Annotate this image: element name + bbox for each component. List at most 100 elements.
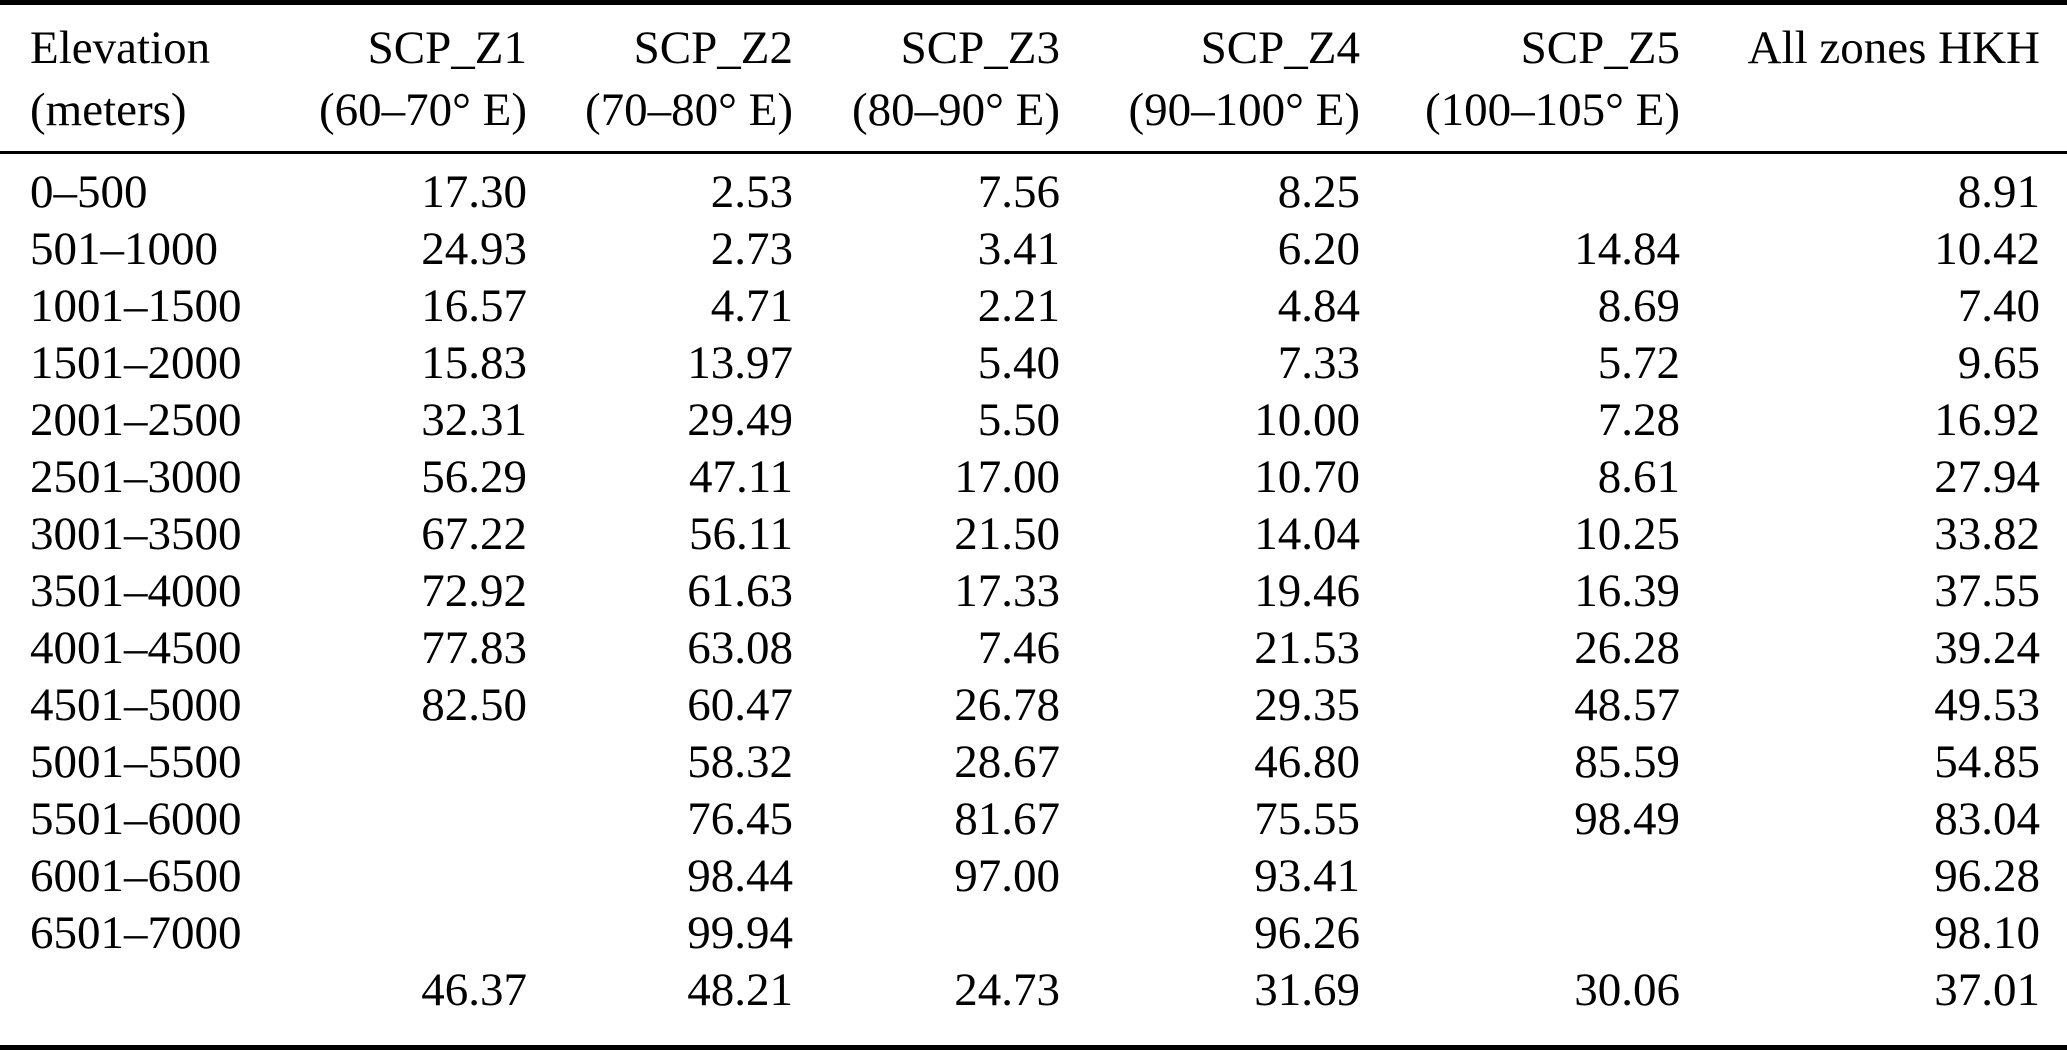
scp-value-cell: 33.82 xyxy=(1934,508,2040,560)
scp-value-cell: 7.40 xyxy=(1957,280,2040,332)
scp-value-cell: 67.22 xyxy=(421,508,527,560)
scp-value-cell xyxy=(806,905,1073,962)
column-header-line2: (90–100° E) xyxy=(1128,84,1360,136)
scp-value-cell: 47.11 xyxy=(688,451,793,503)
elevation-band-cell: 5001–5500 xyxy=(30,736,242,788)
scp-value-cell: 24.93 xyxy=(421,223,527,275)
scp-value-cell: 56.29 xyxy=(421,451,527,503)
scp-value-cell: 48.57 xyxy=(1574,679,1680,731)
scp-value-cell: 75.55 xyxy=(1254,793,1360,845)
scp-value-cell: 14.84 xyxy=(1574,223,1680,275)
elevation-band-cell: 3501–4000 xyxy=(30,565,242,617)
elevation-band-cell: 2001–2500 xyxy=(30,394,242,446)
elevation-band-cell: 3001–3500 xyxy=(30,508,242,560)
table-body: 0–500 17.30 2.53 7.56 8.25 8.91 501–1000 24.93 2… xyxy=(0,153,2067,1048)
scp-value-cell: 21.53 xyxy=(1254,622,1360,674)
column-header-scp-z4: SCP_Z4 (90–100° E) xyxy=(1073,2,1373,154)
scp-value-cell: 28.67 xyxy=(954,736,1060,788)
scp-value-cell: 8.61 xyxy=(1597,451,1680,503)
scp-value-cell: 5.40 xyxy=(977,337,1060,389)
scp-value-cell: 17.00 xyxy=(954,451,1060,503)
column-header-line1: SCP_Z5 xyxy=(1520,22,1680,74)
scp-value-cell: 15.83 xyxy=(421,337,527,389)
scp-value-cell: 48.21 xyxy=(687,964,793,1016)
scp-value-cell: 58.32 xyxy=(687,736,793,788)
scp-value-cell: 39.24 xyxy=(1934,622,2040,674)
table-row: 2501–3000 56.29 47.11 17.00 10.70 8.61 27.94 xyxy=(0,449,2067,506)
scp-value-cell: 46.80 xyxy=(1254,736,1360,788)
table-row: 1001–1500 16.57 4.71 2.21 4.84 8.69 7.40 xyxy=(0,278,2067,335)
scp-value-cell: 17.33 xyxy=(954,565,1060,617)
scp-value-cell xyxy=(1373,153,1693,222)
column-header-line1: SCP_Z1 xyxy=(367,22,527,74)
scp-value-cell: 8.91 xyxy=(1957,166,2040,218)
elevation-band-cell xyxy=(0,962,285,1048)
scp-value-cell: 77.83 xyxy=(421,622,527,674)
table-row: 4001–4500 77.83 63.08 7.46 21.53 26.28 39.24 xyxy=(0,620,2067,677)
summary-row: 46.37 48.21 24.73 31.69 30.06 37.01 xyxy=(0,962,2067,1048)
elevation-band-cell: 0–500 xyxy=(30,166,148,218)
scp-value-cell: 98.44 xyxy=(687,850,793,902)
table-row: 4501–5000 82.50 60.47 26.78 29.35 48.57 49.53 xyxy=(0,677,2067,734)
scp-value-cell: 98.49 xyxy=(1574,793,1680,845)
scp-value-cell: 26.28 xyxy=(1574,622,1680,674)
scp-value-cell: 7.33 xyxy=(1277,337,1360,389)
scp-value-cell: 10.70 xyxy=(1254,451,1360,503)
scp-value-cell: 83.04 xyxy=(1934,793,2040,845)
scp-value-cell: 56.11 xyxy=(688,508,793,560)
elevation-band-cell: 501–1000 xyxy=(30,223,218,275)
scp-value-cell: 82.50 xyxy=(421,679,527,731)
scp-value-cell: 96.26 xyxy=(1254,907,1360,959)
scp-value-cell: 10.25 xyxy=(1574,508,1680,560)
column-header-line2: (70–80° E) xyxy=(584,84,793,136)
scp-value-cell: 16.92 xyxy=(1934,394,2040,446)
scp-value-cell: 72.92 xyxy=(421,565,527,617)
scp-value-cell: 9.65 xyxy=(1957,337,2040,389)
table-row: 1501–2000 15.83 13.97 5.40 7.33 5.72 9.65 xyxy=(0,335,2067,392)
scp-value-cell: 85.59 xyxy=(1574,736,1680,788)
table-row: 0–500 17.30 2.53 7.56 8.25 8.91 xyxy=(0,153,2067,222)
column-header-line2: (60–70° E) xyxy=(318,84,527,136)
scp-value-cell: 19.46 xyxy=(1254,565,1360,617)
scp-value-cell: 6.20 xyxy=(1277,223,1360,275)
scp-value-cell: 2.53 xyxy=(710,166,793,218)
scp-value-cell: 32.31 xyxy=(421,394,527,446)
scp-value-cell: 63.08 xyxy=(687,622,793,674)
scp-value-cell: 8.25 xyxy=(1277,166,1360,218)
column-header-line2: (80–90° E) xyxy=(851,84,1060,136)
column-header-line1: SCP_Z2 xyxy=(633,22,793,74)
column-header-line1: SCP_Z3 xyxy=(900,22,1060,74)
scp-value-cell: 4.71 xyxy=(710,280,793,332)
column-header-elevation: Elevation (meters) xyxy=(0,2,285,154)
scp-value-cell: 7.46 xyxy=(977,622,1060,674)
scp-value-cell: 61.63 xyxy=(687,565,793,617)
elevation-band-cell: 6001–6500 xyxy=(30,850,242,902)
column-header-line2: (100–105° E) xyxy=(1424,84,1680,136)
scp-value-cell: 29.49 xyxy=(687,394,793,446)
scp-value-cell: 16.39 xyxy=(1574,565,1680,617)
scp-value-cell: 5.50 xyxy=(977,394,1060,446)
table-row: 5001–5500 58.32 28.67 46.80 85.59 54.85 xyxy=(0,734,2067,791)
column-header-scp-z5: SCP_Z5 (100–105° E) xyxy=(1373,2,1693,154)
scp-value-cell: 26.78 xyxy=(954,679,1060,731)
scp-value-cell: 37.55 xyxy=(1934,565,2040,617)
scp-value-cell: 29.35 xyxy=(1254,679,1360,731)
scp-value-cell: 10.00 xyxy=(1254,394,1360,446)
scp-value-cell xyxy=(285,791,540,848)
table-header: Elevation (meters) SCP_Z1 (60–70° E) SCP… xyxy=(0,2,2067,154)
scp-value-cell: 7.28 xyxy=(1597,394,1680,446)
scp-value-cell: 21.50 xyxy=(954,508,1060,560)
elevation-band-cell: 4001–4500 xyxy=(30,622,242,674)
scp-value-cell: 76.45 xyxy=(687,793,793,845)
scp-value-cell: 8.69 xyxy=(1597,280,1680,332)
scp-value-cell xyxy=(1373,848,1693,905)
scp-value-cell: 17.30 xyxy=(421,166,527,218)
scp-value-cell: 3.41 xyxy=(977,223,1060,275)
elevation-band-cell: 1001–1500 xyxy=(30,280,242,332)
elevation-band-cell: 1501–2000 xyxy=(30,337,242,389)
scp-value-cell: 10.42 xyxy=(1934,223,2040,275)
scp-value-cell: 93.41 xyxy=(1254,850,1360,902)
elevation-band-cell: 4501–5000 xyxy=(30,679,242,731)
scp-value-cell: 30.06 xyxy=(1574,964,1680,1016)
